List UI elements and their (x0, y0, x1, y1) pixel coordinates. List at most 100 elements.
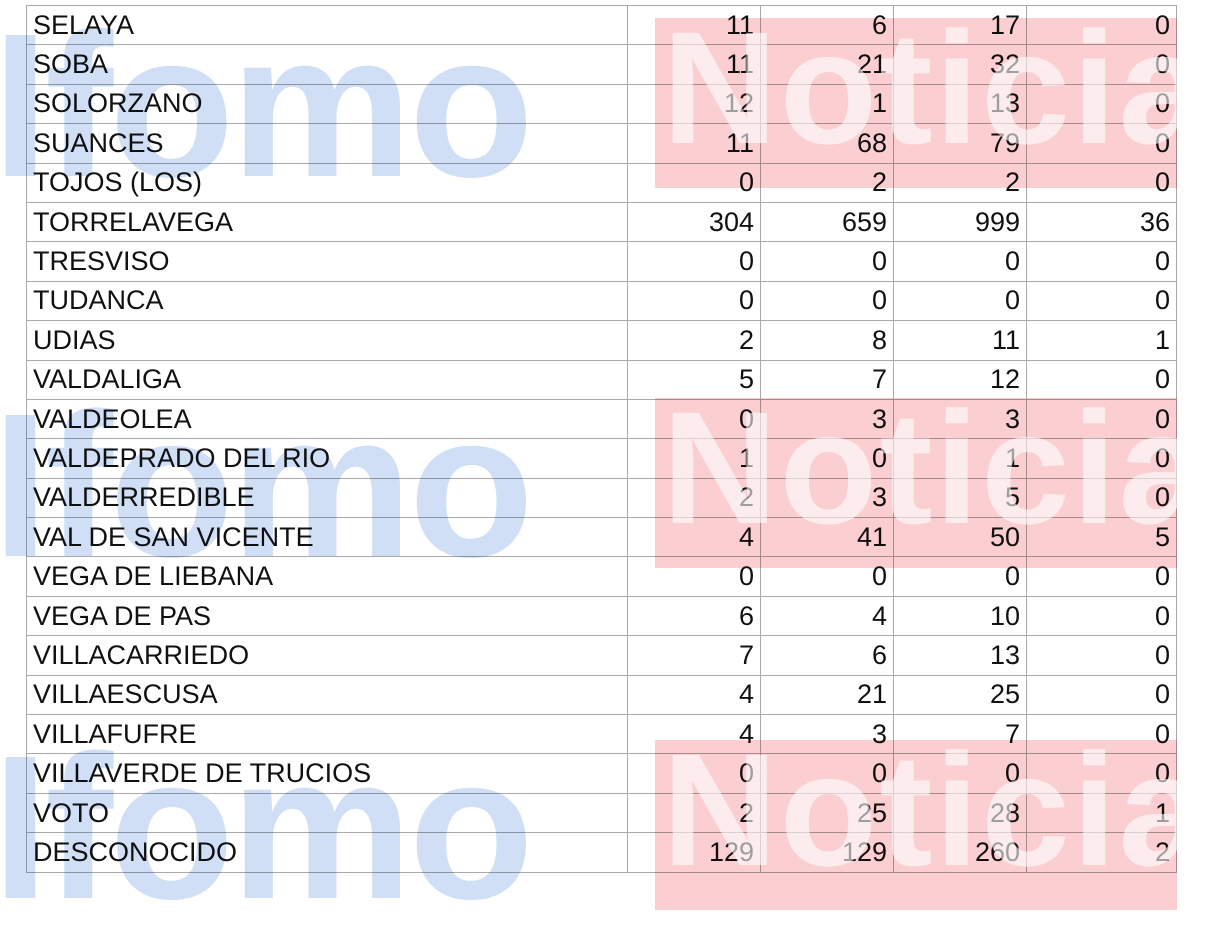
municipality-cell: VILLACARRIEDO (26, 635, 628, 676)
municipality-cell: TUDANCA (26, 280, 628, 322)
value-cell: 17 (893, 4, 1027, 46)
value-cell: 68 (760, 123, 894, 164)
table-row: VALDERREDIBLE 2 3 5 0 (26, 477, 1177, 519)
municipality-cell: VEGA DE LIEBANA (26, 556, 628, 597)
table-row: TUDANCA 0 0 0 0 (26, 280, 1177, 322)
value-cell: 2 (893, 162, 1027, 203)
value-cell: 4 (760, 595, 894, 637)
value-cell: 260 (893, 832, 1027, 873)
municipality-table: SELAYA 11 6 17 0 SOBA 11 21 32 0 SOLORZANO 12 1 13 0 SU… (26, 4, 1177, 873)
municipality-cell: VALDEPRADO DEL RIO (26, 438, 628, 479)
value-cell: 0 (1026, 123, 1177, 164)
value-cell: 12 (893, 359, 1027, 400)
value-cell: 32 (893, 44, 1027, 85)
table-row: VILLAESCUSA 4 21 25 0 (26, 674, 1177, 716)
municipality-cell: SOBA (26, 44, 628, 85)
value-cell: 2 (627, 320, 761, 361)
value-cell: 0 (1026, 398, 1177, 440)
table-row: SOBA 11 21 32 0 (26, 44, 1177, 85)
value-cell: 0 (1026, 44, 1177, 85)
value-cell: 36 (1026, 201, 1177, 243)
value-cell: 7 (893, 714, 1027, 755)
municipality-cell: VILLAFUFRE (26, 714, 628, 755)
municipality-cell: VILLAVERDE DE TRUCIOS (26, 753, 628, 794)
value-cell: 0 (893, 241, 1027, 282)
table-row: VOTO 2 25 28 1 (26, 792, 1177, 834)
value-cell: 0 (760, 438, 894, 479)
municipality-cell: VALDALIGA (26, 359, 628, 400)
value-cell: 999 (893, 201, 1027, 243)
municipality-cell: VILLAESCUSA (26, 674, 628, 716)
municipality-cell: SELAYA (26, 4, 628, 46)
value-cell: 0 (893, 556, 1027, 597)
municipality-cell: TOJOS (LOS) (26, 162, 628, 203)
value-cell: 0 (1026, 162, 1177, 203)
value-cell: 0 (1026, 753, 1177, 794)
value-cell: 6 (760, 635, 894, 676)
value-cell: 0 (1026, 556, 1177, 597)
value-cell: 5 (893, 477, 1027, 519)
value-cell: 21 (760, 44, 894, 85)
municipality-cell: VALDERREDIBLE (26, 477, 628, 519)
value-cell: 11 (627, 44, 761, 85)
table-row: UDIAS 2 8 11 1 (26, 320, 1177, 361)
value-cell: 0 (1026, 83, 1177, 125)
value-cell: 0 (760, 753, 894, 794)
value-cell: 0 (1026, 635, 1177, 676)
municipality-cell: TORRELAVEGA (26, 201, 628, 243)
value-cell: 7 (627, 635, 761, 676)
value-cell: 0 (1026, 438, 1177, 479)
municipality-cell: SUANCES (26, 123, 628, 164)
value-cell: 5 (627, 359, 761, 400)
value-cell: 1 (1026, 792, 1177, 834)
value-cell: 0 (627, 162, 761, 203)
value-cell: 0 (1026, 4, 1177, 46)
municipality-cell: VEGA DE PAS (26, 595, 628, 637)
value-cell: 0 (1026, 674, 1177, 716)
value-cell: 7 (760, 359, 894, 400)
table-row: VILLAVERDE DE TRUCIOS 0 0 0 0 (26, 753, 1177, 794)
value-cell: 0 (893, 280, 1027, 322)
value-cell: 28 (893, 792, 1027, 834)
value-cell: 21 (760, 674, 894, 716)
table-row: TOJOS (LOS) 0 2 2 0 (26, 162, 1177, 203)
value-cell: 1 (893, 438, 1027, 479)
value-cell: 50 (893, 517, 1027, 558)
municipality-cell: DESCONOCIDO (26, 832, 628, 873)
value-cell: 2 (760, 162, 894, 203)
value-cell: 11 (627, 4, 761, 46)
value-cell: 3 (760, 477, 894, 519)
table-row: SELAYA 11 6 17 0 (26, 4, 1177, 46)
municipality-cell: SOLORZANO (26, 83, 628, 125)
value-cell: 0 (627, 753, 761, 794)
value-cell: 25 (893, 674, 1027, 716)
value-cell: 13 (893, 635, 1027, 676)
table-row: VEGA DE PAS 6 4 10 0 (26, 595, 1177, 637)
municipality-cell: VAL DE SAN VICENTE (26, 517, 628, 558)
value-cell: 79 (893, 123, 1027, 164)
table-row: VILLACARRIEDO 7 6 13 0 (26, 635, 1177, 676)
value-cell: 0 (1026, 359, 1177, 400)
table-row: VAL DE SAN VICENTE 4 41 50 5 (26, 517, 1177, 558)
table-row: VALDEOLEA 0 3 3 0 (26, 398, 1177, 440)
value-cell: 659 (760, 201, 894, 243)
value-cell: 304 (627, 201, 761, 243)
value-cell: 1 (627, 438, 761, 479)
value-cell: 0 (627, 280, 761, 322)
table-row: VALDALIGA 5 7 12 0 (26, 359, 1177, 400)
value-cell: 0 (1026, 280, 1177, 322)
value-cell: 13 (893, 83, 1027, 125)
value-cell: 10 (893, 595, 1027, 637)
table-row: VALDEPRADO DEL RIO 1 0 1 0 (26, 438, 1177, 479)
municipality-cell: VALDEOLEA (26, 398, 628, 440)
value-cell: 129 (627, 832, 761, 873)
value-cell: 6 (627, 595, 761, 637)
value-cell: 0 (1026, 477, 1177, 519)
value-cell: 11 (627, 123, 761, 164)
value-cell: 4 (627, 674, 761, 716)
value-cell: 0 (627, 556, 761, 597)
value-cell: 2 (627, 477, 761, 519)
value-cell: 11 (893, 320, 1027, 361)
value-cell: 0 (760, 241, 894, 282)
value-cell: 0 (627, 398, 761, 440)
